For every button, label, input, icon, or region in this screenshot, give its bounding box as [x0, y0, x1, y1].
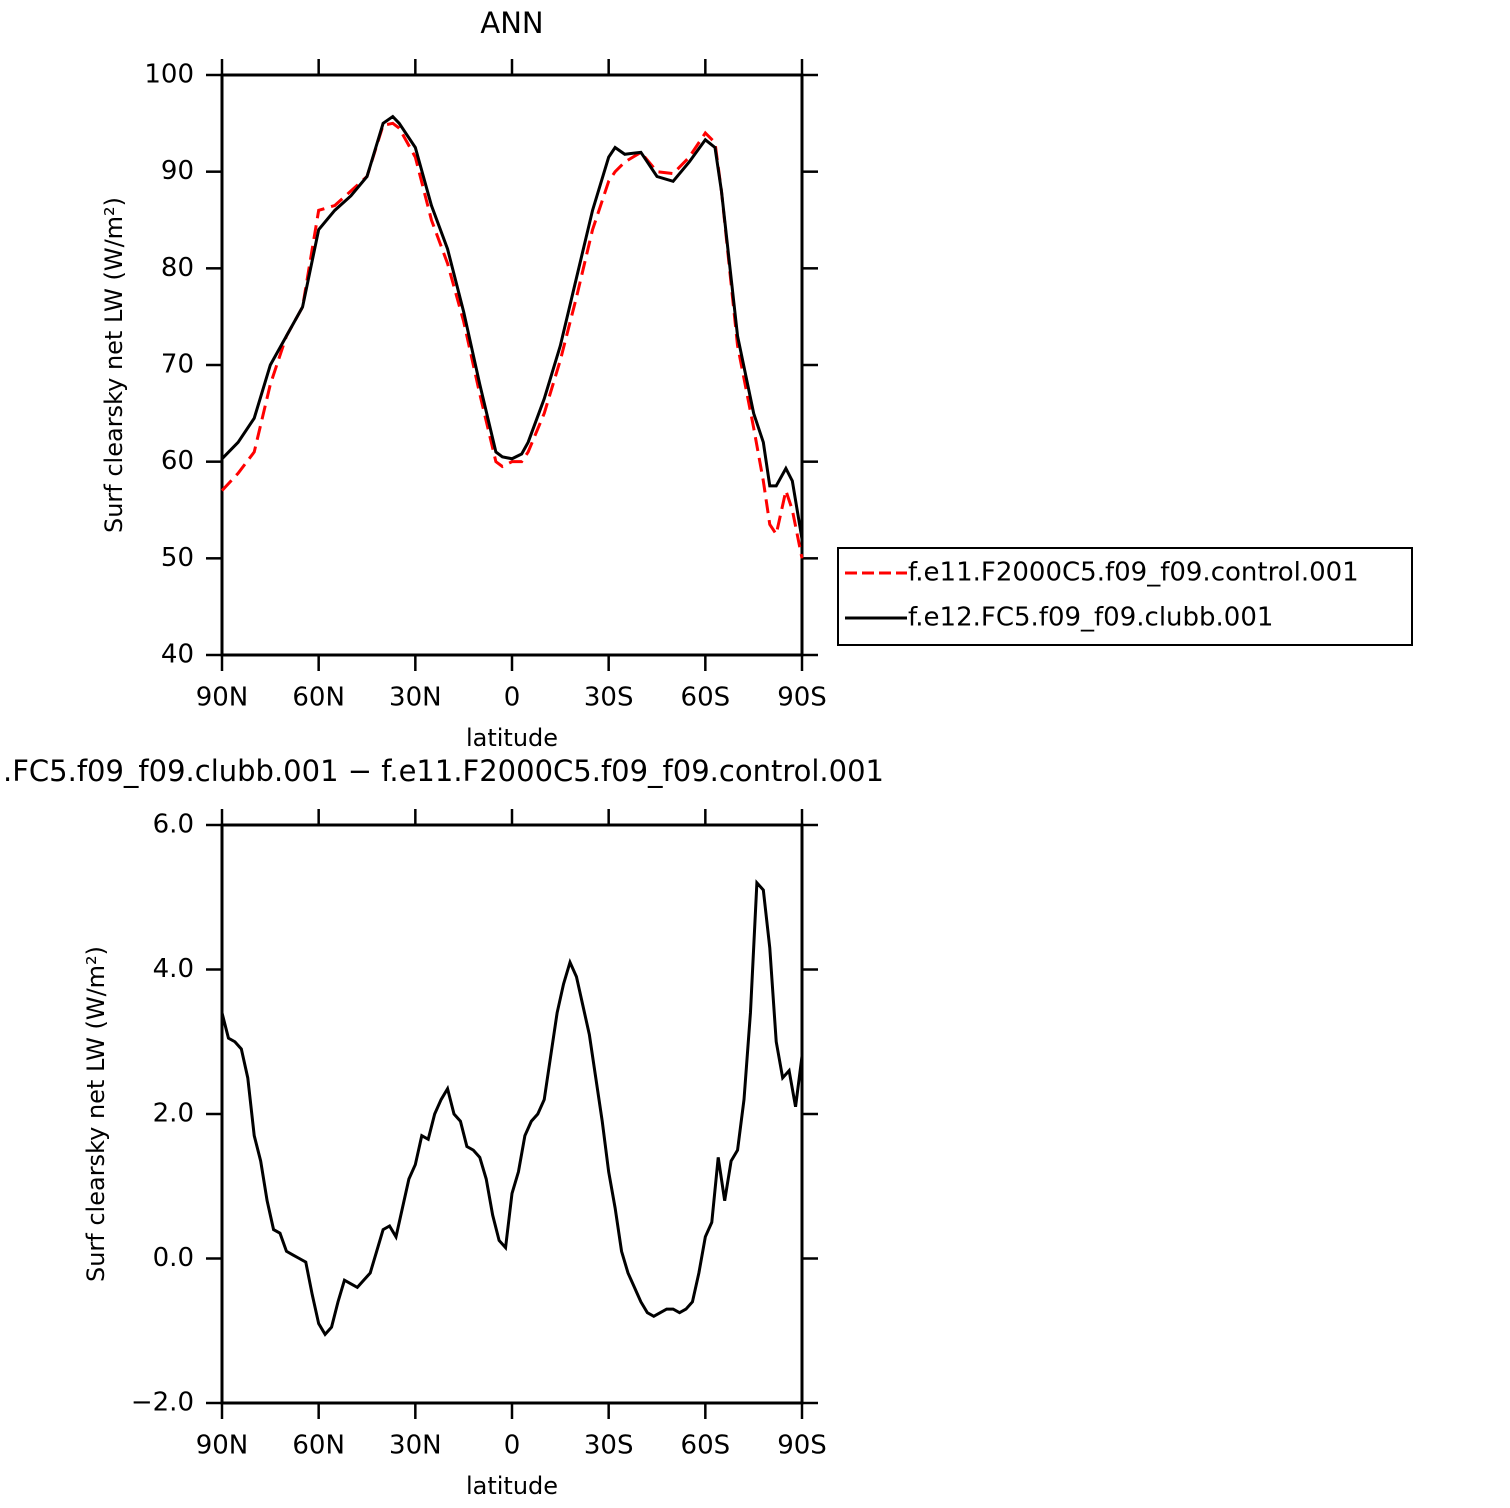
x-tick-label: 0 [504, 1431, 521, 1461]
x-tick-label: 90S [777, 683, 827, 713]
y-axis-label: Surf clearsky net LW (W/m²) [100, 197, 128, 533]
x-tick-label: 60S [681, 683, 731, 713]
y-tick-label: 50 [161, 543, 194, 573]
chart-title: .FC5.f09_f09.clubb.001 − f.e11.F2000C5.f… [3, 754, 884, 788]
x-tick-label: 90N [196, 1431, 249, 1461]
x-tick-label: 30S [584, 1431, 634, 1461]
y-tick-label: 90 [161, 156, 194, 186]
x-tick-label: 30N [389, 683, 442, 713]
legend-label: f.e11.F2000C5.f09_f09.control.001 [908, 558, 1359, 588]
y-tick-label: 0.0 [153, 1243, 194, 1273]
x-tick-label: 60N [292, 1431, 345, 1461]
plot-frame [220, 823, 804, 1405]
y-tick-label: 2.0 [153, 1099, 194, 1129]
x-axis-label: latitude [466, 724, 558, 752]
data-line [220, 879, 804, 1337]
y-tick-label: 40 [161, 640, 194, 670]
series-line [220, 121, 804, 559]
y-tick-label: 100 [144, 60, 194, 90]
x-tick-label: 30S [584, 683, 634, 713]
y-axis-label: Surf clearsky net LW (W/m²) [82, 946, 110, 1282]
y-tick-label: 70 [161, 350, 194, 380]
x-tick-label: 60S [681, 1431, 731, 1461]
series-line [220, 114, 804, 540]
y-tick-label: 6.0 [153, 810, 194, 840]
y-tick-label: 60 [161, 446, 194, 476]
legend-label: f.e12.FC5.f09_f09.clubb.001 [908, 603, 1273, 633]
legend-box [837, 547, 1413, 646]
x-axis-label: latitude [466, 1472, 558, 1500]
x-tick-label: 30N [389, 1431, 442, 1461]
y-tick-label: 4.0 [153, 954, 194, 984]
x-tick-label: 0 [504, 683, 521, 713]
x-tick-label: 60N [292, 683, 345, 713]
chart-title: ANN [480, 6, 543, 40]
x-tick-label: 90S [777, 1431, 827, 1461]
y-tick-label: −2.0 [131, 1388, 194, 1418]
x-tick-label: 90N [196, 683, 249, 713]
y-tick-label: 80 [161, 253, 194, 283]
plot-frame [220, 73, 804, 657]
